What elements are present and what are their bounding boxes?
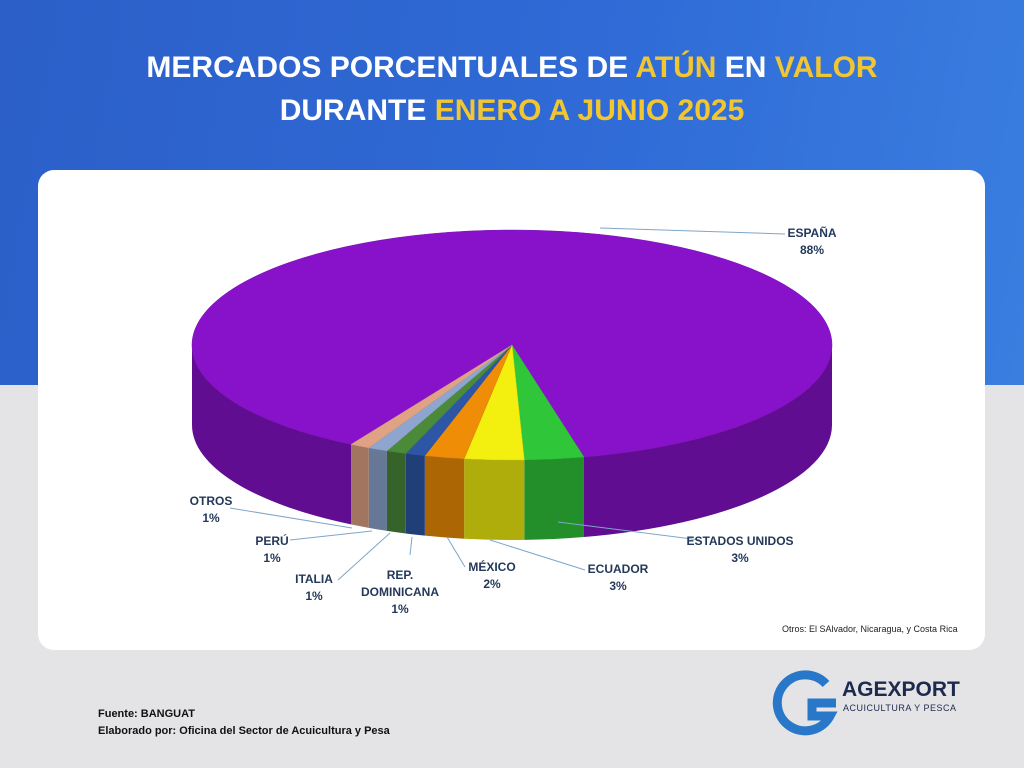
category-label: PERÚ	[255, 534, 289, 548]
slice-label: ESPAÑA 88%	[787, 225, 836, 259]
slice-label: ECUADOR 3%	[588, 561, 649, 595]
category-label: ESPAÑA	[787, 226, 837, 240]
category-label: OTROS	[189, 494, 233, 508]
title-part: MERCADOS PORCENTUALES DE	[146, 51, 636, 84]
leader-line	[409, 536, 413, 556]
category-label: REP. DOMINICANA	[361, 568, 439, 599]
slice-label: PERÚ 1%	[255, 533, 288, 567]
leader-line	[229, 507, 353, 529]
value-label: 3%	[731, 551, 749, 565]
leader-line	[489, 539, 586, 571]
logo-icon	[772, 670, 838, 736]
leader-line	[599, 227, 786, 235]
slice-side	[351, 444, 369, 528]
leader-line	[289, 530, 373, 541]
source: Fuente: BANGUAT	[98, 708, 195, 720]
slice	[350, 344, 513, 449]
slice-side	[424, 455, 465, 539]
slice-side	[368, 447, 387, 531]
title-part: DURANTE	[279, 94, 435, 127]
author: Elaborado por: Oficina del Sector de Acu…	[98, 725, 390, 737]
slice-tops	[191, 229, 833, 461]
value-label: 1%	[391, 602, 409, 616]
slice-side	[405, 453, 425, 536]
value-label: 1%	[202, 511, 220, 525]
category-label: ITALIA	[295, 572, 333, 586]
value-label: 1%	[263, 551, 281, 565]
logo-subtitle: ACUICULTURA Y PESCA	[843, 703, 957, 713]
slice-label: REP. DOMINICANA 1%	[355, 567, 445, 618]
value-label: 2%	[483, 577, 501, 591]
title-part: ENERO A JUNIO 2025	[434, 94, 745, 127]
slice	[191, 229, 833, 458]
chart-note: Otros: El SAlvador, Nicaragua, y Costa R…	[782, 624, 958, 634]
leader-line	[337, 532, 391, 581]
value-label: 88%	[799, 243, 825, 257]
leader-line	[446, 536, 466, 568]
slice-label: ITALIA 1%	[295, 571, 333, 605]
slice-side	[524, 457, 584, 540]
slice-side	[192, 345, 352, 525]
title-part: VALOR	[774, 51, 878, 84]
title-part: ATÚN	[635, 51, 717, 84]
value-label: 3%	[609, 579, 627, 593]
slice-walls	[192, 345, 832, 540]
slice-label: MÉXICO 2%	[468, 559, 515, 593]
logo-name: AGEXPORT	[842, 678, 960, 701]
slice-side	[386, 450, 406, 534]
category-label: ESTADOS UNIDOS	[686, 534, 794, 548]
value-label: 1%	[305, 589, 323, 603]
title-part: EN	[716, 51, 775, 84]
category-label: MÉXICO	[468, 560, 516, 574]
slice-label: OTROS 1%	[190, 493, 233, 527]
category-label: ECUADOR	[587, 562, 649, 576]
slice-label: ESTADOS UNIDOS 3%	[686, 533, 793, 567]
leader-line	[557, 521, 701, 541]
slice-side	[464, 458, 525, 540]
title: MERCADOS PORCENTUALES DE ATÚN EN VALOR DU…	[0, 46, 1024, 132]
slice-side	[583, 345, 832, 538]
